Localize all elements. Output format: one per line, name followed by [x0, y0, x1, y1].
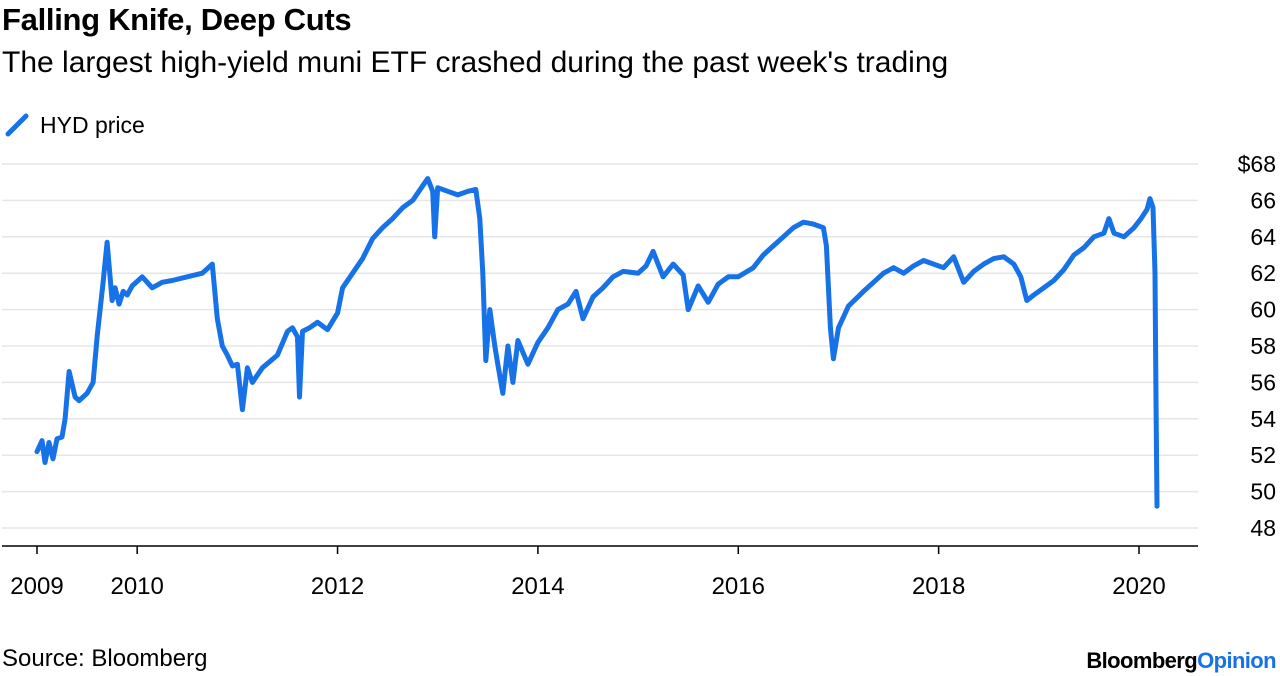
chart-title: Falling Knife, Deep Cuts [2, 2, 352, 37]
x-tick-label: 2014 [511, 573, 564, 600]
legend: HYD price [4, 110, 145, 140]
chart-subtitle: The largest high-yield muni ETF crashed … [2, 46, 949, 79]
y-axis-labels: 48 50 52 54 56 58 60 62 64 66 $68 [1238, 151, 1277, 541]
x-tick-label: 2010 [110, 573, 163, 600]
y-tick-label: 54 [1250, 406, 1276, 432]
y-tick-label: 66 [1250, 187, 1276, 213]
x-tick-label: 2009 [10, 573, 63, 600]
y-tick-label: 58 [1250, 333, 1276, 359]
legend-label: HYD price [40, 111, 145, 138]
legend-swatch-icon [5, 113, 29, 137]
y-tick-label: 48 [1250, 515, 1276, 541]
x-tick-label: 2016 [712, 573, 765, 600]
x-tick-label: 2020 [1112, 573, 1165, 600]
y-tick-label: 62 [1250, 260, 1276, 286]
x-axis: 2009 2010 2012 2014 2016 2018 2020 [2, 545, 1198, 600]
x-tick-label: 2018 [912, 573, 965, 600]
brand-part-2: Opinion [1197, 648, 1277, 673]
legend-swatch-stroke [5, 113, 29, 137]
x-tick-label: 2012 [311, 573, 364, 600]
y-tick-label: $68 [1238, 151, 1276, 177]
brand-part-1: Bloomberg [1086, 648, 1198, 673]
y-tick-label: 52 [1250, 442, 1276, 468]
series-layer [34, 176, 1160, 509]
y-tick-label: 60 [1250, 297, 1276, 323]
series-line-hyd-price [34, 176, 1160, 509]
brand-logo: BloombergOpinion [1086, 648, 1276, 674]
source-note: Source: Bloomberg [2, 645, 208, 672]
y-tick-label: 50 [1250, 479, 1276, 505]
grid-lines [2, 163, 1198, 529]
y-tick-label: 64 [1250, 224, 1276, 250]
y-tick-label: 56 [1250, 369, 1276, 395]
